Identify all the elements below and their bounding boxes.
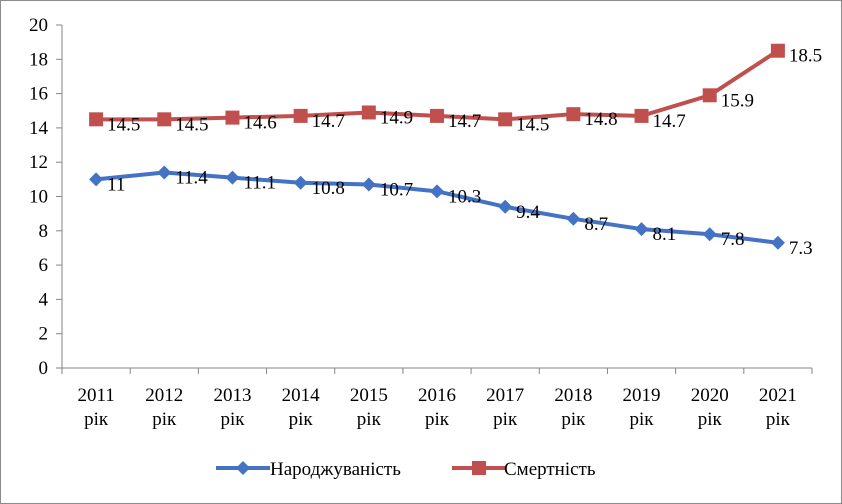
- point-marker: [498, 112, 513, 127]
- point-marker: [498, 199, 513, 214]
- point-marker: [702, 227, 717, 242]
- x-tick-label: рік: [220, 409, 245, 430]
- data-label: 14.5: [107, 114, 140, 135]
- data-label: 8.7: [584, 214, 608, 235]
- x-tick-label: 2015: [350, 385, 388, 406]
- point-marker: [566, 211, 581, 226]
- legend-label: Народжуваність: [270, 459, 401, 480]
- point-marker: [293, 108, 308, 123]
- y-tick-label: 10: [29, 187, 48, 208]
- legend: Народжуваність Смертність: [216, 459, 596, 480]
- x-tick-label: 2019: [623, 385, 661, 406]
- x-tick-label: рік: [493, 409, 518, 430]
- point-marker: [361, 105, 376, 120]
- legend-marker: [472, 461, 486, 475]
- x-tick-label: 2020: [691, 385, 729, 406]
- x-tick-label: рік: [84, 409, 109, 430]
- data-label: 14.5: [516, 114, 549, 135]
- y-tick-label: 4: [39, 289, 49, 310]
- point-marker: [430, 108, 444, 123]
- data-label: 10.3: [448, 186, 481, 207]
- data-label: 10.7: [380, 179, 413, 200]
- data-label: 11.1: [243, 173, 276, 194]
- point-marker: [293, 175, 308, 190]
- point-marker: [157, 165, 172, 180]
- point-marker: [157, 112, 172, 127]
- point-marker: [225, 110, 240, 125]
- data-label: 14.9: [380, 107, 413, 128]
- point-marker: [89, 172, 104, 187]
- y-tick-label: 2: [39, 324, 49, 345]
- data-label: 9.4: [516, 202, 540, 223]
- y-tick-label: 8: [39, 221, 49, 242]
- legend-label: Смертність: [504, 459, 596, 480]
- data-label: 14.8: [584, 109, 617, 130]
- point-marker: [770, 235, 785, 250]
- data-label: 14.5: [175, 114, 208, 135]
- data-label: 14.6: [243, 113, 276, 134]
- x-tick-label: рік: [698, 409, 723, 430]
- point-marker: [430, 184, 444, 199]
- data-label: 11.4: [175, 167, 208, 188]
- x-tick-label: 2013: [213, 385, 251, 406]
- point-marker: [770, 43, 785, 58]
- point-marker: [89, 112, 104, 127]
- series-lines: [95, 49, 780, 245]
- legend-marker: [236, 461, 250, 475]
- data-label: 7.8: [721, 229, 745, 250]
- y-tick-label: 18: [29, 49, 48, 70]
- point-marker: [702, 88, 717, 103]
- point-marker: [361, 177, 376, 192]
- data-label: 10.8: [312, 178, 345, 199]
- data-label: 15.9: [721, 90, 754, 111]
- data-labels: 11 11.4 11.1 10.8 10.7 10.3 9.4 8.7 8.1 7.8 7.3 14.…: [107, 46, 822, 259]
- data-label: 7.3: [789, 238, 813, 259]
- data-label: 14.7: [448, 111, 481, 132]
- x-tick-label: 2016: [418, 385, 456, 406]
- y-tick-label: 6: [39, 255, 49, 276]
- x-tick-label: рік: [289, 409, 314, 430]
- data-label: 14.7: [653, 111, 686, 132]
- axes: 024681012141618202011рік2012рік2013рік20…: [29, 15, 813, 430]
- x-tick-label: рік: [561, 409, 586, 430]
- series-markers: [89, 43, 785, 250]
- x-tick-label: 2021: [759, 385, 797, 406]
- y-tick-label: 0: [39, 358, 49, 379]
- y-tick-label: 14: [29, 118, 49, 139]
- x-tick-label: 2018: [554, 385, 592, 406]
- x-tick-label: 2012: [145, 385, 183, 406]
- x-tick-label: рік: [766, 409, 791, 430]
- point-marker: [225, 170, 240, 185]
- data-label: 18.5: [789, 46, 822, 67]
- x-tick-label: 2014: [282, 385, 321, 406]
- data-label: 8.1: [653, 224, 677, 245]
- point-marker: [634, 222, 649, 237]
- data-label: 14.7: [312, 111, 345, 132]
- x-tick-label: 2011: [77, 385, 114, 406]
- y-tick-label: 20: [29, 15, 48, 36]
- x-tick-label: 2017: [486, 385, 524, 406]
- y-tick-label: 16: [29, 84, 48, 105]
- point-marker: [634, 108, 649, 123]
- point-marker: [566, 107, 581, 122]
- x-tick-label: рік: [425, 409, 450, 430]
- x-tick-label: рік: [357, 409, 382, 430]
- x-tick-label: рік: [630, 409, 655, 430]
- data-label: 11: [107, 174, 125, 195]
- y-tick-label: 12: [29, 152, 48, 173]
- x-tick-label: рік: [152, 409, 177, 430]
